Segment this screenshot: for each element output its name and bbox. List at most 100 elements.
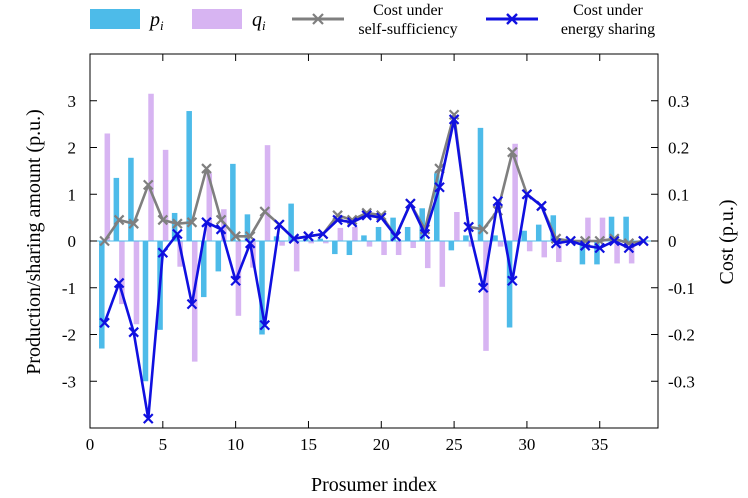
- marker-share-21: [390, 231, 402, 242]
- y-left-tick-label: -3: [62, 372, 76, 391]
- marker-share-18: [346, 217, 358, 228]
- bar-q-19: [366, 241, 373, 247]
- bar-q-31: [541, 241, 548, 258]
- marker-share-24: [434, 181, 445, 193]
- legend-label-self-line2: self-sufficiency: [358, 21, 457, 38]
- marker-self-10: [230, 231, 241, 242]
- series-line-self: [103, 113, 644, 245]
- bar-q-29: [512, 143, 518, 241]
- marker-share-5: [157, 247, 169, 258]
- legend-label-share-line1: Cost under: [573, 2, 643, 19]
- marker-self-8: [201, 163, 212, 174]
- y-right-tick-label: 0.1: [668, 185, 689, 204]
- bar-p-8: [200, 241, 207, 298]
- marker-share-26: [463, 221, 474, 233]
- marker-share-22: [405, 198, 416, 209]
- bar-p-17: [332, 241, 338, 255]
- x-tick-label-20: 20: [373, 435, 390, 454]
- bar-p-14: [288, 203, 294, 241]
- marker-share-8: [201, 217, 212, 228]
- legend-label-p: pi: [148, 9, 164, 33]
- marker-share-20: [376, 212, 387, 223]
- bar-q-32: [556, 241, 562, 263]
- y-right-tick-label: 0.3: [668, 92, 689, 111]
- y-left-tick-label: -2: [62, 326, 76, 345]
- x-tick-label-5: 5: [159, 435, 168, 454]
- y-right-tick-label: -0.3: [668, 372, 695, 391]
- bar-p-34: [579, 241, 586, 265]
- marker-share-2: [113, 277, 125, 289]
- y-left-tick-label: 0: [68, 232, 77, 251]
- bar-p-18: [346, 241, 353, 256]
- y-right-tick-label: 0: [668, 232, 677, 251]
- bar-q-8: [206, 173, 213, 241]
- legend-swatch-q: [192, 9, 242, 29]
- marker-share-30: [521, 188, 533, 200]
- bar-q-17: [337, 227, 344, 241]
- bar-p-16: [317, 238, 324, 241]
- marker-share-7: [186, 298, 198, 310]
- marker-share-38: [638, 235, 649, 247]
- legend: pi qi Cost under self-sufficiency Cost u…: [90, 2, 655, 38]
- marker-share-14: [288, 233, 300, 244]
- marker-share-16: [317, 228, 329, 240]
- bar-p-20: [375, 226, 382, 241]
- bar-q-22: [410, 241, 416, 249]
- bar-p-35: [594, 241, 600, 265]
- bar-q-4: [148, 93, 154, 242]
- bar-p-10: [230, 163, 236, 241]
- marker-share-23: [419, 228, 431, 240]
- bar-q-1: [104, 133, 111, 241]
- bar-p-1: [99, 241, 105, 349]
- bar-p-37: [623, 216, 629, 241]
- marker-share-1: [99, 317, 110, 329]
- bar-q-14: [293, 241, 300, 272]
- x-tick-label-35: 35: [591, 435, 608, 454]
- marker-share-10: [230, 275, 241, 287]
- y-left-tick-label: 2: [68, 139, 77, 158]
- bar-p-21: [390, 217, 396, 242]
- bar-p-24: [434, 173, 440, 241]
- marker-share-27: [477, 282, 489, 294]
- y-right-tick-label: -0.2: [668, 326, 695, 345]
- marker-share-13: [274, 219, 285, 230]
- bar-q-2: [119, 241, 125, 305]
- bar-q-5: [162, 149, 169, 241]
- legend-label-share-line2: energy sharing: [561, 21, 655, 38]
- bar-q-3: [133, 241, 140, 325]
- bar-p-12: [259, 241, 265, 335]
- marker-share-29: [507, 275, 518, 287]
- x-tick-label-30: 30: [518, 435, 535, 454]
- bar-p-28: [492, 235, 498, 241]
- y-axis-left-title: Production/sharing amount (p.u.): [23, 109, 45, 375]
- marker-share-25: [448, 114, 460, 125]
- y-right-tick-label: -0.1: [668, 279, 695, 298]
- bar-q-12: [264, 145, 271, 241]
- y-axis-right-title: Cost (p.u.): [716, 200, 738, 285]
- x-tick-label-25: 25: [446, 435, 463, 454]
- bar-p-36: [608, 216, 615, 241]
- bar-q-28: [497, 241, 504, 247]
- marker-share-31: [536, 200, 547, 212]
- bar-p-11: [244, 214, 251, 241]
- y-right-tick-label: 0.2: [668, 139, 689, 158]
- bar-p-25: [448, 241, 455, 251]
- marker-share-19: [361, 210, 372, 221]
- bar-p-4: [142, 241, 149, 382]
- bar-q-36: [614, 241, 620, 264]
- marker-share-9: [215, 224, 227, 235]
- marker-share-6: [172, 228, 183, 240]
- legend-swatch-p: [90, 9, 140, 29]
- marker-share-32: [550, 238, 562, 249]
- bar-p-31: [535, 224, 542, 241]
- marker-self-29: [507, 146, 518, 158]
- bar-p-30: [521, 230, 527, 241]
- bar-p-22: [404, 226, 411, 241]
- bar-q-23: [424, 241, 431, 269]
- bar-q-35: [599, 217, 606, 242]
- marker-share-12: [259, 319, 271, 331]
- series-line-share: [103, 118, 645, 420]
- marker-self-3: [128, 218, 139, 229]
- bar-p-27: [477, 127, 484, 241]
